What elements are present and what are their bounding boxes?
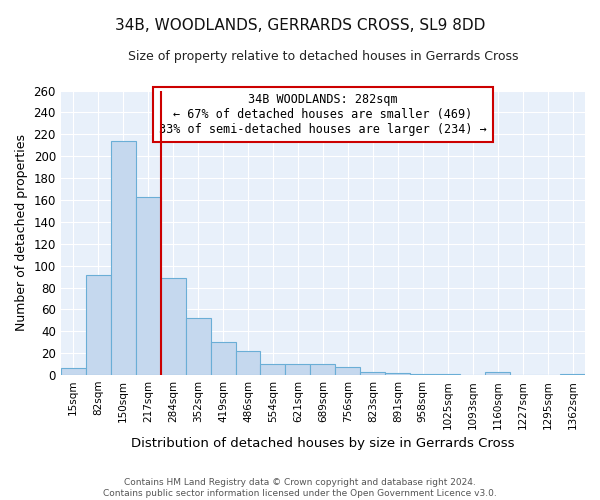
Bar — [211, 342, 236, 375]
Bar — [335, 368, 361, 375]
Bar — [286, 364, 310, 375]
Bar — [410, 374, 435, 375]
X-axis label: Distribution of detached houses by size in Gerrards Cross: Distribution of detached houses by size … — [131, 437, 515, 450]
Y-axis label: Number of detached properties: Number of detached properties — [15, 134, 28, 332]
Title: Size of property relative to detached houses in Gerrards Cross: Size of property relative to detached ho… — [128, 50, 518, 63]
Bar — [361, 372, 385, 375]
Bar — [161, 278, 185, 375]
Bar — [86, 276, 111, 375]
Bar — [136, 196, 161, 375]
Text: 34B WOODLANDS: 282sqm
← 67% of detached houses are smaller (469)
33% of semi-det: 34B WOODLANDS: 282sqm ← 67% of detached … — [159, 94, 487, 136]
Bar — [435, 374, 460, 375]
Text: 34B, WOODLANDS, GERRARDS CROSS, SL9 8DD: 34B, WOODLANDS, GERRARDS CROSS, SL9 8DD — [115, 18, 485, 32]
Bar — [260, 364, 286, 375]
Text: Contains HM Land Registry data © Crown copyright and database right 2024.
Contai: Contains HM Land Registry data © Crown c… — [103, 478, 497, 498]
Bar — [236, 351, 260, 375]
Bar — [385, 373, 410, 375]
Bar — [111, 141, 136, 375]
Bar — [485, 372, 510, 375]
Bar — [310, 364, 335, 375]
Bar — [560, 374, 585, 375]
Bar — [185, 318, 211, 375]
Bar — [61, 368, 86, 375]
